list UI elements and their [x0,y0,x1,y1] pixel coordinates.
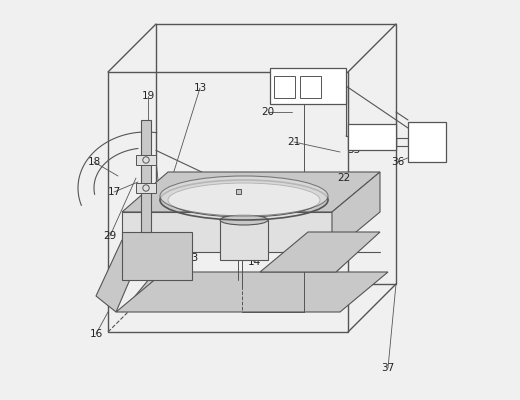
Polygon shape [116,272,388,312]
Text: 22: 22 [337,173,350,183]
Polygon shape [122,232,192,280]
Text: 14: 14 [248,257,261,267]
Polygon shape [122,248,180,312]
Polygon shape [332,172,380,252]
Text: 24: 24 [139,255,153,265]
Bar [408,122,446,162]
Ellipse shape [220,215,268,225]
Bar [300,76,321,98]
Bar [136,155,156,165]
Bar [220,220,268,260]
Ellipse shape [168,183,320,217]
Text: 16: 16 [89,329,102,339]
Text: 23: 23 [185,253,199,263]
Bar [348,124,396,150]
Polygon shape [122,212,332,252]
Text: 13: 13 [193,83,206,93]
Polygon shape [260,232,380,272]
Bar [156,24,396,284]
Text: 17: 17 [107,187,121,197]
Text: 4: 4 [310,251,317,261]
Bar [136,183,156,193]
Text: 34: 34 [279,75,293,85]
Text: 21: 21 [288,137,301,147]
Text: 36: 36 [392,157,405,167]
Text: 33: 33 [347,145,361,155]
Ellipse shape [160,176,328,216]
Bar [274,76,295,98]
Polygon shape [122,172,380,212]
Bar [141,120,151,232]
Text: 35: 35 [314,75,327,85]
Bar [270,68,346,104]
Text: 25: 25 [159,253,173,263]
Text: 10: 10 [285,253,298,263]
Text: 18: 18 [87,157,101,167]
Text: 20: 20 [262,107,275,117]
Polygon shape [96,240,140,312]
Text: 37: 37 [381,363,395,373]
Bar [236,189,241,194]
Text: 29: 29 [103,231,116,241]
Text: 1: 1 [335,249,341,259]
Text: 19: 19 [141,91,154,101]
Polygon shape [300,248,360,304]
Bar [108,72,348,332]
Text: 8: 8 [220,253,227,263]
